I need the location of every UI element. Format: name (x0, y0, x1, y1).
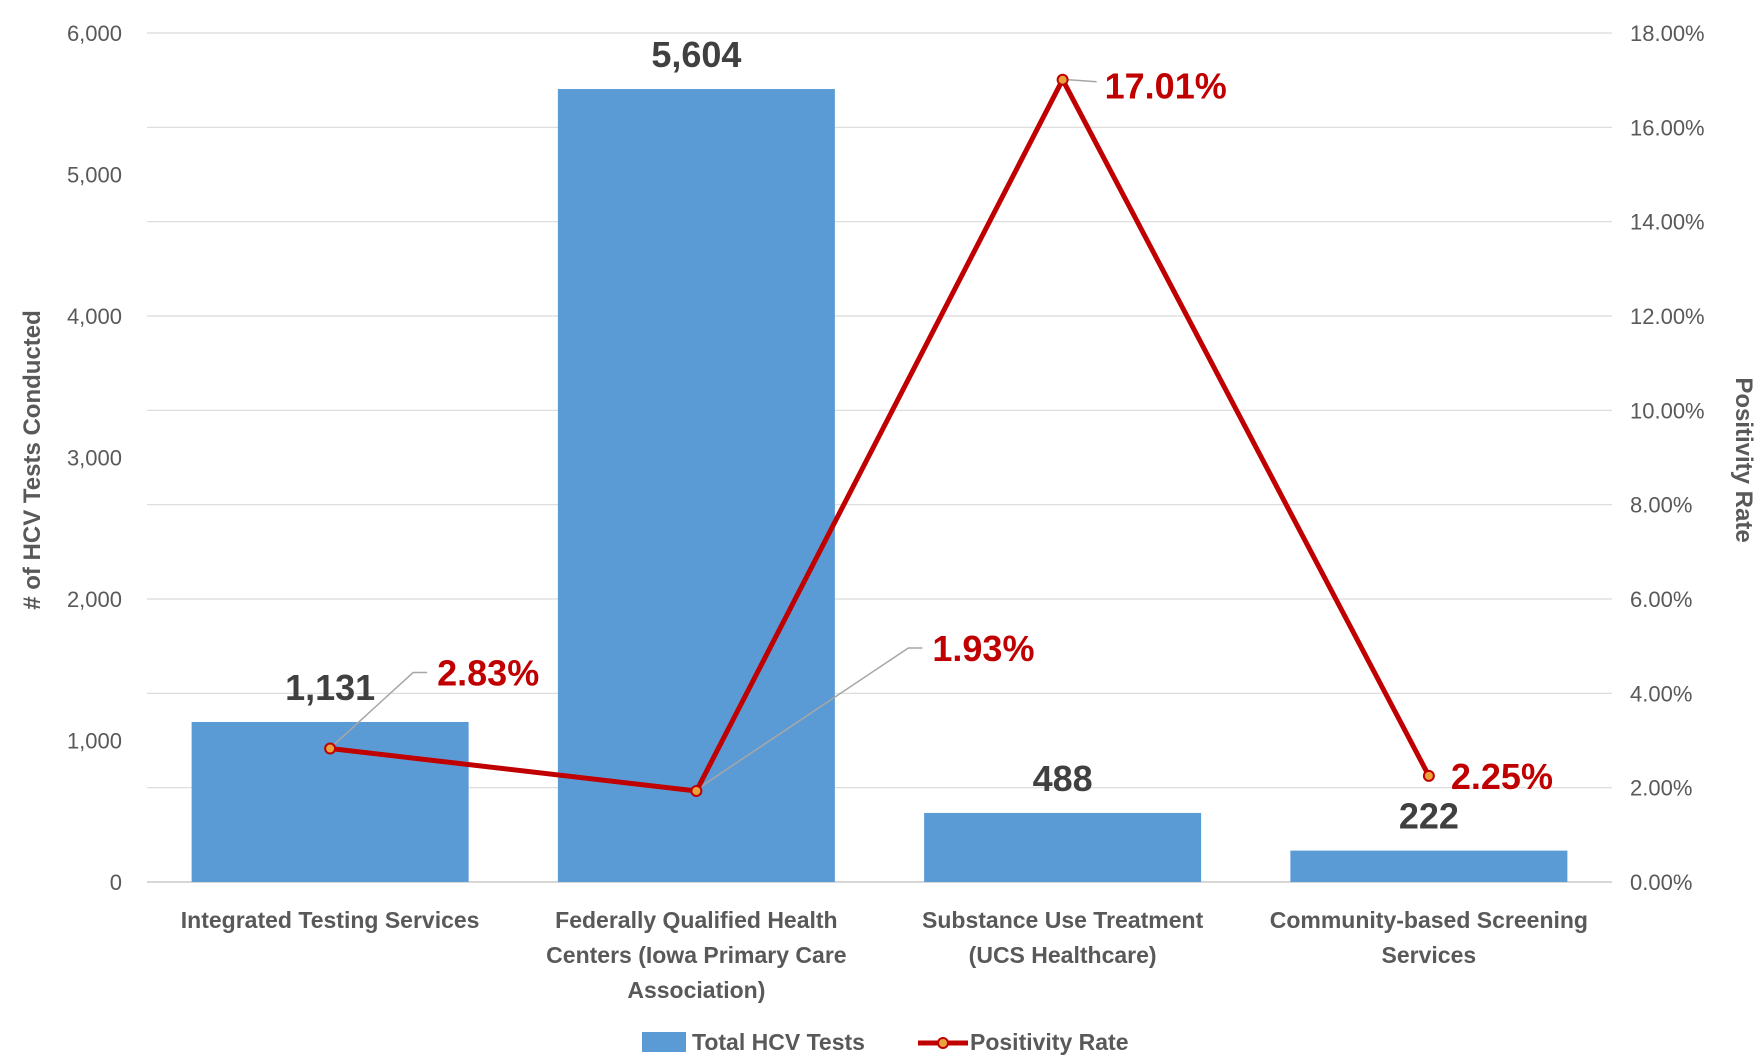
bar-value-label: 488 (1033, 758, 1093, 799)
data-labels: 1,131 5,604 488 222 2.83% 1.93% 17.01% 2.25% (285, 34, 1553, 837)
bar (924, 812, 1202, 882)
y2-tick-label: 12.00% (1630, 304, 1705, 329)
positivity-line (324, 73, 1435, 797)
y2-tick-label: 8.00% (1630, 493, 1692, 518)
category-label: (UCS Healthcare) (969, 942, 1157, 968)
category-label: Community-based Screening (1270, 907, 1588, 933)
line-marker (324, 742, 337, 755)
y2-tick-label: 6.00% (1630, 587, 1692, 612)
category-label: Integrated Testing Services (181, 907, 480, 933)
y2-tick-label: 2.00% (1630, 776, 1692, 801)
y2-tick-label: 16.00% (1630, 115, 1705, 140)
line-series (329, 77, 1432, 794)
rate-value-label: 17.01% (1105, 66, 1227, 107)
y2-axis-title: Positivity Rate (1730, 377, 1757, 542)
line-marker (1422, 769, 1435, 782)
y2-axis-ticks: 0.00% 2.00% 4.00% 6.00% 8.00% 10.00% 12.00% 14.… (1630, 21, 1705, 895)
y-tick-label: 3,000 (67, 446, 122, 471)
bar-value-label: 222 (1399, 796, 1459, 837)
y2-tick-label: 10.00% (1630, 398, 1705, 423)
leader-line (1068, 78, 1097, 83)
leader-line (699, 647, 923, 788)
rate-value-label: 2.83% (437, 653, 539, 694)
y-axis-ticks: 0 1,000 2,000 3,000 4,000 5,000 6,000 (67, 21, 122, 895)
y-tick-label: 1,000 (67, 729, 122, 754)
line-marker (1056, 73, 1069, 86)
legend-label-bars: Total HCV Tests (692, 1029, 865, 1055)
y-tick-label: 4,000 (67, 304, 122, 329)
legend-swatch-bars (642, 1032, 686, 1052)
bars (191, 89, 1568, 882)
y-axis-title: # of HCV Tests Conducted (19, 310, 46, 610)
leader-lines (333, 78, 1097, 788)
bar-value-label: 1,131 (285, 667, 375, 708)
bar (1290, 850, 1568, 882)
y-tick-label: 6,000 (67, 21, 122, 46)
legend-swatch-marker (937, 1037, 949, 1049)
leader-line (333, 671, 428, 746)
y-tick-label: 2,000 (67, 587, 122, 612)
rate-value-label: 2.25% (1451, 756, 1553, 797)
rate-value-label: 1.93% (932, 628, 1034, 669)
y2-tick-label: 14.00% (1630, 210, 1705, 235)
bar (557, 89, 835, 882)
y2-tick-label: 18.00% (1630, 21, 1705, 46)
category-label: Substance Use Treatment (922, 907, 1204, 933)
y-tick-label: 5,000 (67, 163, 122, 188)
line-marker (690, 784, 703, 797)
bar-value-label: 5,604 (651, 34, 741, 75)
category-label: Centers (Iowa Primary Care (546, 942, 846, 968)
category-label: Association) (627, 977, 765, 1003)
category-label: Federally Qualified Health (555, 907, 837, 933)
category-labels: Integrated Testing Services Federally Qua… (181, 907, 1588, 1003)
y-tick-label: 0 (110, 870, 122, 895)
legend-label-line: Positivity Rate (970, 1029, 1129, 1055)
y2-tick-label: 0.00% (1630, 870, 1692, 895)
category-label: Services (1382, 942, 1477, 968)
y2-tick-label: 4.00% (1630, 681, 1692, 706)
legend: Total HCV Tests Positivity Rate (642, 1029, 1129, 1055)
